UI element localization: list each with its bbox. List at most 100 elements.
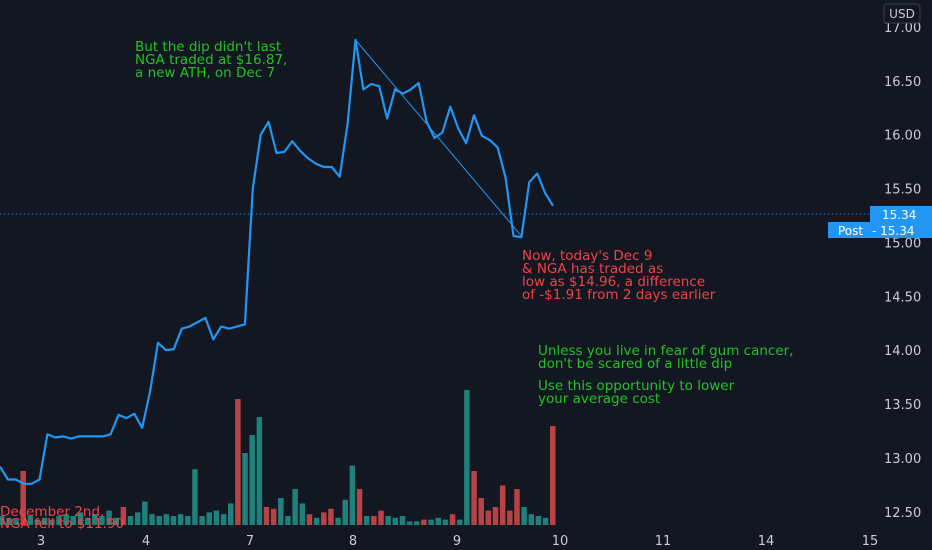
volume-bar xyxy=(435,517,442,525)
volume-bar xyxy=(385,516,391,525)
x-tick-label: 4 xyxy=(142,534,150,549)
volume-bar xyxy=(56,516,62,525)
y-tick-label: 16.50 xyxy=(884,75,921,90)
annotation-ath-line-3: a new ATH, on Dec 7 xyxy=(135,65,275,81)
volume-bar xyxy=(342,499,348,525)
annotation-today-line-3: low as $14.96, a difference xyxy=(522,274,705,290)
volume-bar xyxy=(542,517,549,525)
x-tick-label: 7 xyxy=(246,534,254,549)
volume-bar xyxy=(142,501,148,525)
volume-bar xyxy=(421,519,427,525)
volume-bar xyxy=(106,510,112,525)
volume-bar xyxy=(127,516,134,525)
annotation-today-line-1: Now, today's Dec 9 xyxy=(522,248,652,264)
volume-bars xyxy=(0,390,556,525)
post-label: Post xyxy=(838,224,863,238)
volume-bar xyxy=(521,507,527,525)
y-tick-label: 14.50 xyxy=(884,290,921,305)
y-tick-label: 13.00 xyxy=(884,452,921,467)
trend-line-group[interactable] xyxy=(355,39,522,237)
volume-bar xyxy=(256,417,263,525)
y-axis[interactable]: 12.50 13.00 13.50 14.00 14.50 15.00 15.50 16.00… xyxy=(884,21,921,521)
volume-bar xyxy=(120,507,127,525)
volume-bar xyxy=(49,519,55,525)
annotation-today: Now, today's Dec 9 & NGA has traded as l… xyxy=(522,248,716,303)
volume-bar xyxy=(514,489,520,525)
volume-bar xyxy=(328,508,334,525)
x-tick-label: 10 xyxy=(552,534,569,549)
trend-line xyxy=(355,39,522,237)
volume-bar xyxy=(485,510,492,525)
x-tick-label: 15 xyxy=(862,534,879,549)
y-tick-label: 15.50 xyxy=(884,183,921,198)
volume-bar xyxy=(492,507,499,525)
volume-bar xyxy=(113,517,119,525)
volume-bar xyxy=(213,510,220,525)
volume-bar xyxy=(77,512,84,525)
volume-bar xyxy=(378,510,384,525)
volume-bar xyxy=(0,516,5,525)
volume-bar xyxy=(535,516,542,525)
volume-bar xyxy=(442,519,449,525)
annotation-today-line-2: & NGA has traded as xyxy=(522,261,663,277)
volume-bar xyxy=(528,514,535,525)
volume-bar xyxy=(63,514,69,525)
volume-bar xyxy=(199,516,205,525)
volume-bar xyxy=(456,519,463,525)
price-series xyxy=(0,38,554,485)
volume-bar xyxy=(206,512,213,525)
volume-bar xyxy=(27,516,34,525)
volume-bar xyxy=(34,519,41,525)
volume-bar xyxy=(192,469,198,525)
y-tick-label: 16.00 xyxy=(884,129,921,144)
volume-bar xyxy=(177,514,184,525)
volume-bar xyxy=(356,489,363,525)
currency-button-label: USD xyxy=(889,7,915,21)
volume-bar xyxy=(414,521,420,525)
x-tick-label: 11 xyxy=(655,534,672,549)
volume-bar xyxy=(41,517,48,525)
volume-bar xyxy=(242,453,248,525)
volume-bar xyxy=(299,503,306,525)
volume-bar xyxy=(449,514,456,525)
x-tick-label: 14 xyxy=(758,534,775,549)
volume-bar xyxy=(220,514,227,525)
annotation-today-line-4: of -$1.91 from 2 days earlier xyxy=(522,287,716,303)
volume-bar xyxy=(392,517,399,525)
volume-bar xyxy=(270,508,277,525)
currency-button[interactable]: USD xyxy=(883,3,921,24)
volume-bar xyxy=(149,514,155,525)
x-tick-label: 8 xyxy=(349,534,357,549)
volume-bar xyxy=(313,517,320,525)
volume-bar xyxy=(163,514,170,525)
volume-bar xyxy=(263,507,270,525)
volume-bar xyxy=(227,503,234,525)
volume-bar xyxy=(349,465,356,525)
volume-bar xyxy=(335,517,341,525)
y-tick-label: 17.00 xyxy=(884,21,921,36)
annotation-gum-line-1: Unless you live in fear of gum cancer, xyxy=(538,343,794,359)
volume-bar xyxy=(249,435,255,525)
annotation-ath-line-2: NGA traded at $16.87, xyxy=(135,52,287,68)
volume-bar xyxy=(321,512,327,525)
volume-bar xyxy=(70,516,77,525)
volume-bar xyxy=(428,519,434,525)
volume-bar xyxy=(156,516,162,525)
volume-bar xyxy=(406,521,413,525)
x-tick-label: 3 xyxy=(37,534,45,549)
annotation-opportunity-line-2: your average cost xyxy=(538,391,660,407)
volume-bar xyxy=(20,471,26,525)
annotation-gum-line-2: don't be scared of a little dip xyxy=(538,356,732,372)
volume-bar xyxy=(278,498,284,525)
volume-bar xyxy=(6,517,12,525)
x-axis[interactable]: 3 4 7 8 9 10 11 14 15 xyxy=(37,534,878,549)
volume-bar xyxy=(134,512,141,525)
volume-bar xyxy=(92,514,98,525)
annotation-dec2-line-1: December 2nd, xyxy=(0,504,104,520)
volume-bar xyxy=(471,471,477,525)
volume-bar xyxy=(84,517,91,525)
y-tick-label: 12.50 xyxy=(884,506,921,521)
price-line xyxy=(0,38,554,485)
volume-bar xyxy=(170,516,177,525)
